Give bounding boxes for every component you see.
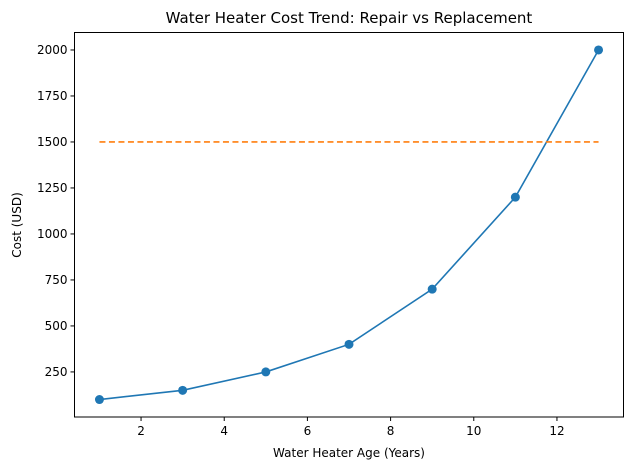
y-tick-label: 1500 bbox=[37, 135, 68, 149]
y-tick-label: 750 bbox=[45, 273, 68, 287]
x-tick-label: 10 bbox=[466, 424, 481, 438]
y-tick-label: 2000 bbox=[37, 43, 68, 57]
data-point bbox=[594, 45, 604, 55]
x-tick-label: 12 bbox=[549, 424, 564, 438]
x-tick-label: 8 bbox=[387, 424, 395, 438]
data-point bbox=[344, 339, 354, 349]
chart-title: Water Heater Cost Trend: Repair vs Repla… bbox=[166, 9, 533, 27]
data-point bbox=[178, 385, 188, 395]
data-point bbox=[261, 367, 271, 377]
data-point bbox=[510, 192, 520, 202]
y-tick-label: 1250 bbox=[37, 181, 68, 195]
data-point bbox=[427, 284, 437, 294]
x-tick-label: 6 bbox=[304, 424, 312, 438]
y-tick-label: 1750 bbox=[37, 89, 68, 103]
y-tick-label: 250 bbox=[45, 365, 68, 379]
x-tick-label: 4 bbox=[220, 424, 228, 438]
y-tick-label: 500 bbox=[45, 319, 68, 333]
x-axis-label: Water Heater Age (Years) bbox=[273, 446, 425, 460]
y-tick-label: 1000 bbox=[37, 227, 68, 241]
y-axis-label: Cost (USD) bbox=[10, 192, 24, 258]
data-point bbox=[94, 395, 104, 405]
x-tick-label: 2 bbox=[137, 424, 145, 438]
axes-frame bbox=[74, 32, 624, 418]
